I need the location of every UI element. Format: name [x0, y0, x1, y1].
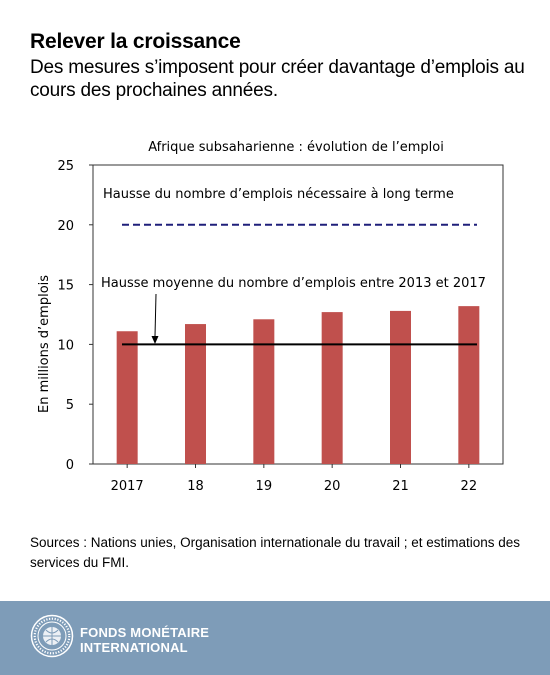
- sources-note: Sources : Nations unies, Organisation in…: [30, 535, 521, 570]
- annotation-arrow: [151, 293, 159, 344]
- chart-title: Afrique subsaharienne : évolution de l’e…: [148, 140, 444, 155]
- x-tick-label: 2017: [111, 479, 144, 494]
- page-subtitle: Des mesures s’imposent pour créer davant…: [30, 57, 525, 101]
- y-tick-label: 15: [57, 279, 74, 294]
- bar-18: [185, 324, 206, 464]
- y-tick-label: 10: [57, 338, 74, 353]
- x-tick-label: 18: [187, 479, 204, 494]
- y-tick-label: 20: [57, 219, 74, 234]
- bar-series: [116, 306, 480, 464]
- org-name-line1: FONDS MONÉTAIRE: [80, 625, 210, 640]
- bar-19: [253, 319, 275, 464]
- plot-frame: [92, 164, 504, 465]
- bar-21: [390, 310, 411, 464]
- bar-20: [321, 312, 343, 464]
- y-axis-label: En millions d’emplois: [37, 275, 52, 413]
- y-tick-label: 5: [66, 398, 74, 413]
- y-tick-label: 25: [57, 159, 74, 174]
- x-tick-label: 20: [324, 479, 341, 494]
- bar-22: [458, 306, 480, 464]
- bar-2017: [116, 331, 138, 464]
- footer-band: [0, 601, 550, 675]
- long-term-line-label: Hausse du nombre d’emplois nécessaire à …: [103, 187, 454, 202]
- x-tick-label: 19: [256, 479, 273, 494]
- x-axis: 2017 18 19 20 21 22: [111, 464, 477, 494]
- employment-chart: Afrique subsaharienne : évolution de l’e…: [37, 140, 504, 494]
- x-tick-label: 21: [392, 479, 409, 494]
- imf-seal-logo: [30, 614, 74, 658]
- org-name-line2: INTERNATIONAL: [80, 640, 188, 655]
- reference-lines: [122, 223, 477, 346]
- y-axis: 0 5 10 15 20 25: [57, 159, 93, 473]
- imf-wordmark: FONDS MONÉTAIRE INTERNATIONAL: [80, 625, 209, 655]
- y-tick-label: 0: [66, 458, 74, 473]
- x-tick-label: 22: [461, 479, 478, 494]
- average-line-label: Hausse moyenne du nombre d’emplois entre…: [101, 276, 486, 291]
- page-title: Relever la croissance: [30, 30, 241, 53]
